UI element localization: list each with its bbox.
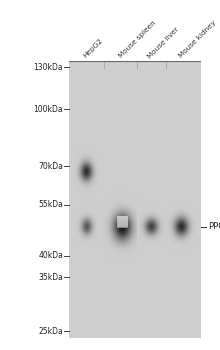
- Text: Mouse spleen: Mouse spleen: [118, 20, 157, 60]
- Text: 35kDa: 35kDa: [38, 273, 63, 282]
- Text: 25kDa: 25kDa: [38, 327, 63, 336]
- Text: HepG2: HepG2: [82, 38, 104, 60]
- Text: 55kDa: 55kDa: [38, 201, 63, 210]
- Text: 70kDa: 70kDa: [38, 162, 63, 171]
- Text: Mouse liver: Mouse liver: [147, 26, 180, 60]
- Text: Mouse kidney: Mouse kidney: [177, 20, 217, 60]
- Text: 100kDa: 100kDa: [33, 105, 63, 114]
- Text: 40kDa: 40kDa: [38, 252, 63, 260]
- Text: PPOX: PPOX: [208, 222, 220, 231]
- Text: 130kDa: 130kDa: [33, 63, 63, 72]
